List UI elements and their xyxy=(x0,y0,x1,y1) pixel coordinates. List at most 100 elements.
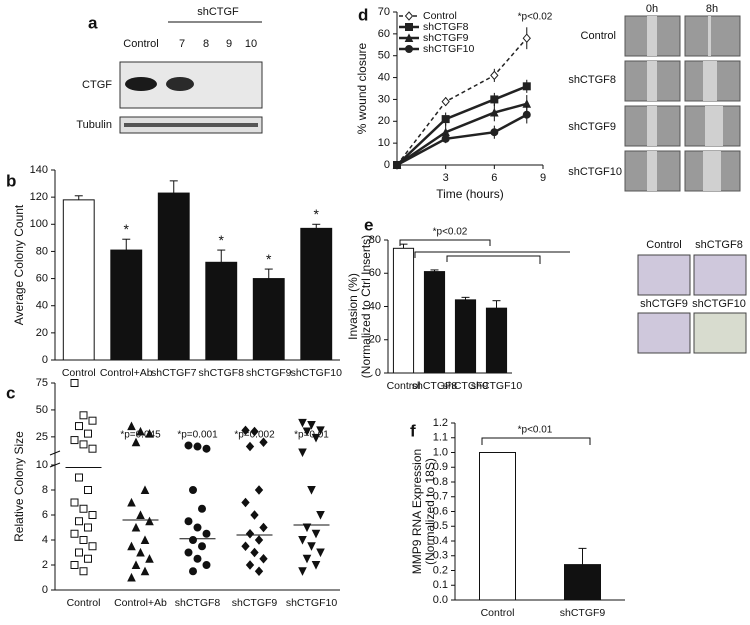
point xyxy=(75,422,83,431)
point xyxy=(302,427,312,437)
point xyxy=(198,504,206,513)
p-value: *p=0.001 xyxy=(177,430,218,441)
point xyxy=(193,554,202,563)
series-line xyxy=(396,85,528,166)
legend-label: shCTGF10 xyxy=(423,43,475,55)
y-tick-label: 70 xyxy=(378,6,390,18)
x-tick-label: Control xyxy=(481,607,515,619)
y-tick-label: 8 xyxy=(42,484,48,496)
y-tick-label: 0.9 xyxy=(433,461,448,473)
y-tick-label: 0.1 xyxy=(433,579,448,591)
point xyxy=(84,486,92,494)
point xyxy=(490,70,499,81)
point xyxy=(79,536,88,544)
image-row: shCTGF9 xyxy=(568,121,616,133)
y-tick-label: 0.6 xyxy=(433,505,448,517)
blot-band xyxy=(166,77,194,91)
y-tick-label: 140 xyxy=(30,164,48,176)
point xyxy=(131,522,141,532)
y-tick-label: 60 xyxy=(378,28,390,40)
point xyxy=(259,437,268,447)
y-tick-label: 30 xyxy=(378,93,390,105)
significance: * xyxy=(219,232,225,248)
y-tick-label: 40 xyxy=(36,300,48,312)
point xyxy=(136,426,145,436)
point xyxy=(88,511,97,519)
x-tick-label: shCTGF8 xyxy=(412,380,458,392)
point xyxy=(441,96,450,107)
bar xyxy=(479,452,516,601)
x-tick-label: shCTGF8 xyxy=(198,367,244,379)
x-tick-label: Control xyxy=(387,380,421,392)
point xyxy=(298,536,307,545)
point xyxy=(70,498,79,507)
y-tick-label: 10 xyxy=(36,459,48,471)
series-line xyxy=(396,102,528,167)
y-tick-label: 4 xyxy=(42,534,48,546)
invasion-images: Control shCTGF8 shCTGF9 shCTGF10 xyxy=(637,239,747,354)
point xyxy=(241,497,250,508)
bar xyxy=(392,247,415,374)
wound-images: 0h 8h Control shCTGF8 shCTGF9 shCTGF10 xyxy=(568,3,741,192)
point xyxy=(79,440,88,449)
y-tick-label: 1.2 xyxy=(433,417,448,429)
y-tick-label: 0.7 xyxy=(433,491,448,503)
image-row: shCTGF8 xyxy=(568,74,616,86)
point xyxy=(70,436,79,445)
point xyxy=(136,547,145,557)
x-tick-label: shCTGF9 xyxy=(443,380,489,392)
point xyxy=(189,486,197,494)
series-line xyxy=(396,37,528,166)
y-axis-title: Relative Colony Size xyxy=(12,431,26,542)
point xyxy=(88,444,97,453)
point xyxy=(79,567,88,576)
significance: * xyxy=(314,206,320,222)
point xyxy=(311,561,321,570)
panel-label: d xyxy=(358,5,368,24)
point xyxy=(250,510,259,520)
point xyxy=(393,161,401,169)
panel-label: f xyxy=(410,421,416,440)
point xyxy=(184,548,193,557)
y-tick-label: 50 xyxy=(378,50,390,62)
point xyxy=(184,441,193,450)
y-tick-label: 1.1 xyxy=(433,432,448,444)
point xyxy=(241,425,250,436)
image-label: shCTGF8 xyxy=(695,239,743,251)
point xyxy=(70,561,79,569)
significance: * xyxy=(266,251,272,267)
y-axis-title: Invasion (%) xyxy=(346,273,360,340)
p-value: *p=0.045 xyxy=(120,430,161,441)
x-tick-label: Control+Ab xyxy=(114,597,167,609)
point xyxy=(145,516,154,526)
lane-label: Control xyxy=(123,38,158,50)
point xyxy=(311,433,321,443)
x-tick-label: shCTGF7 xyxy=(151,367,197,379)
point xyxy=(189,536,197,544)
point xyxy=(70,379,79,387)
lane-label: 8 xyxy=(203,38,209,50)
point xyxy=(88,542,97,551)
lane-label: 9 xyxy=(226,38,232,50)
image-label: Control xyxy=(646,239,681,251)
point xyxy=(316,511,325,520)
image-label: shCTGF10 xyxy=(692,298,746,310)
point xyxy=(84,429,92,438)
point xyxy=(202,444,211,453)
blot-row: CTGF xyxy=(82,79,112,91)
axis-break xyxy=(49,462,61,468)
point xyxy=(254,535,264,545)
point xyxy=(202,561,211,569)
x-tick-label: Control+Ab xyxy=(100,367,153,379)
point xyxy=(127,497,136,507)
y-tick-label: 2 xyxy=(42,559,48,571)
y-tick-label: 0.0 xyxy=(433,594,448,606)
point xyxy=(302,554,312,564)
point xyxy=(441,115,450,124)
point xyxy=(189,567,197,576)
y-tick-label: 1.0 xyxy=(433,446,448,458)
x-tick-label: Control xyxy=(67,597,101,609)
point xyxy=(202,529,211,538)
image-col: 8h xyxy=(706,3,718,15)
